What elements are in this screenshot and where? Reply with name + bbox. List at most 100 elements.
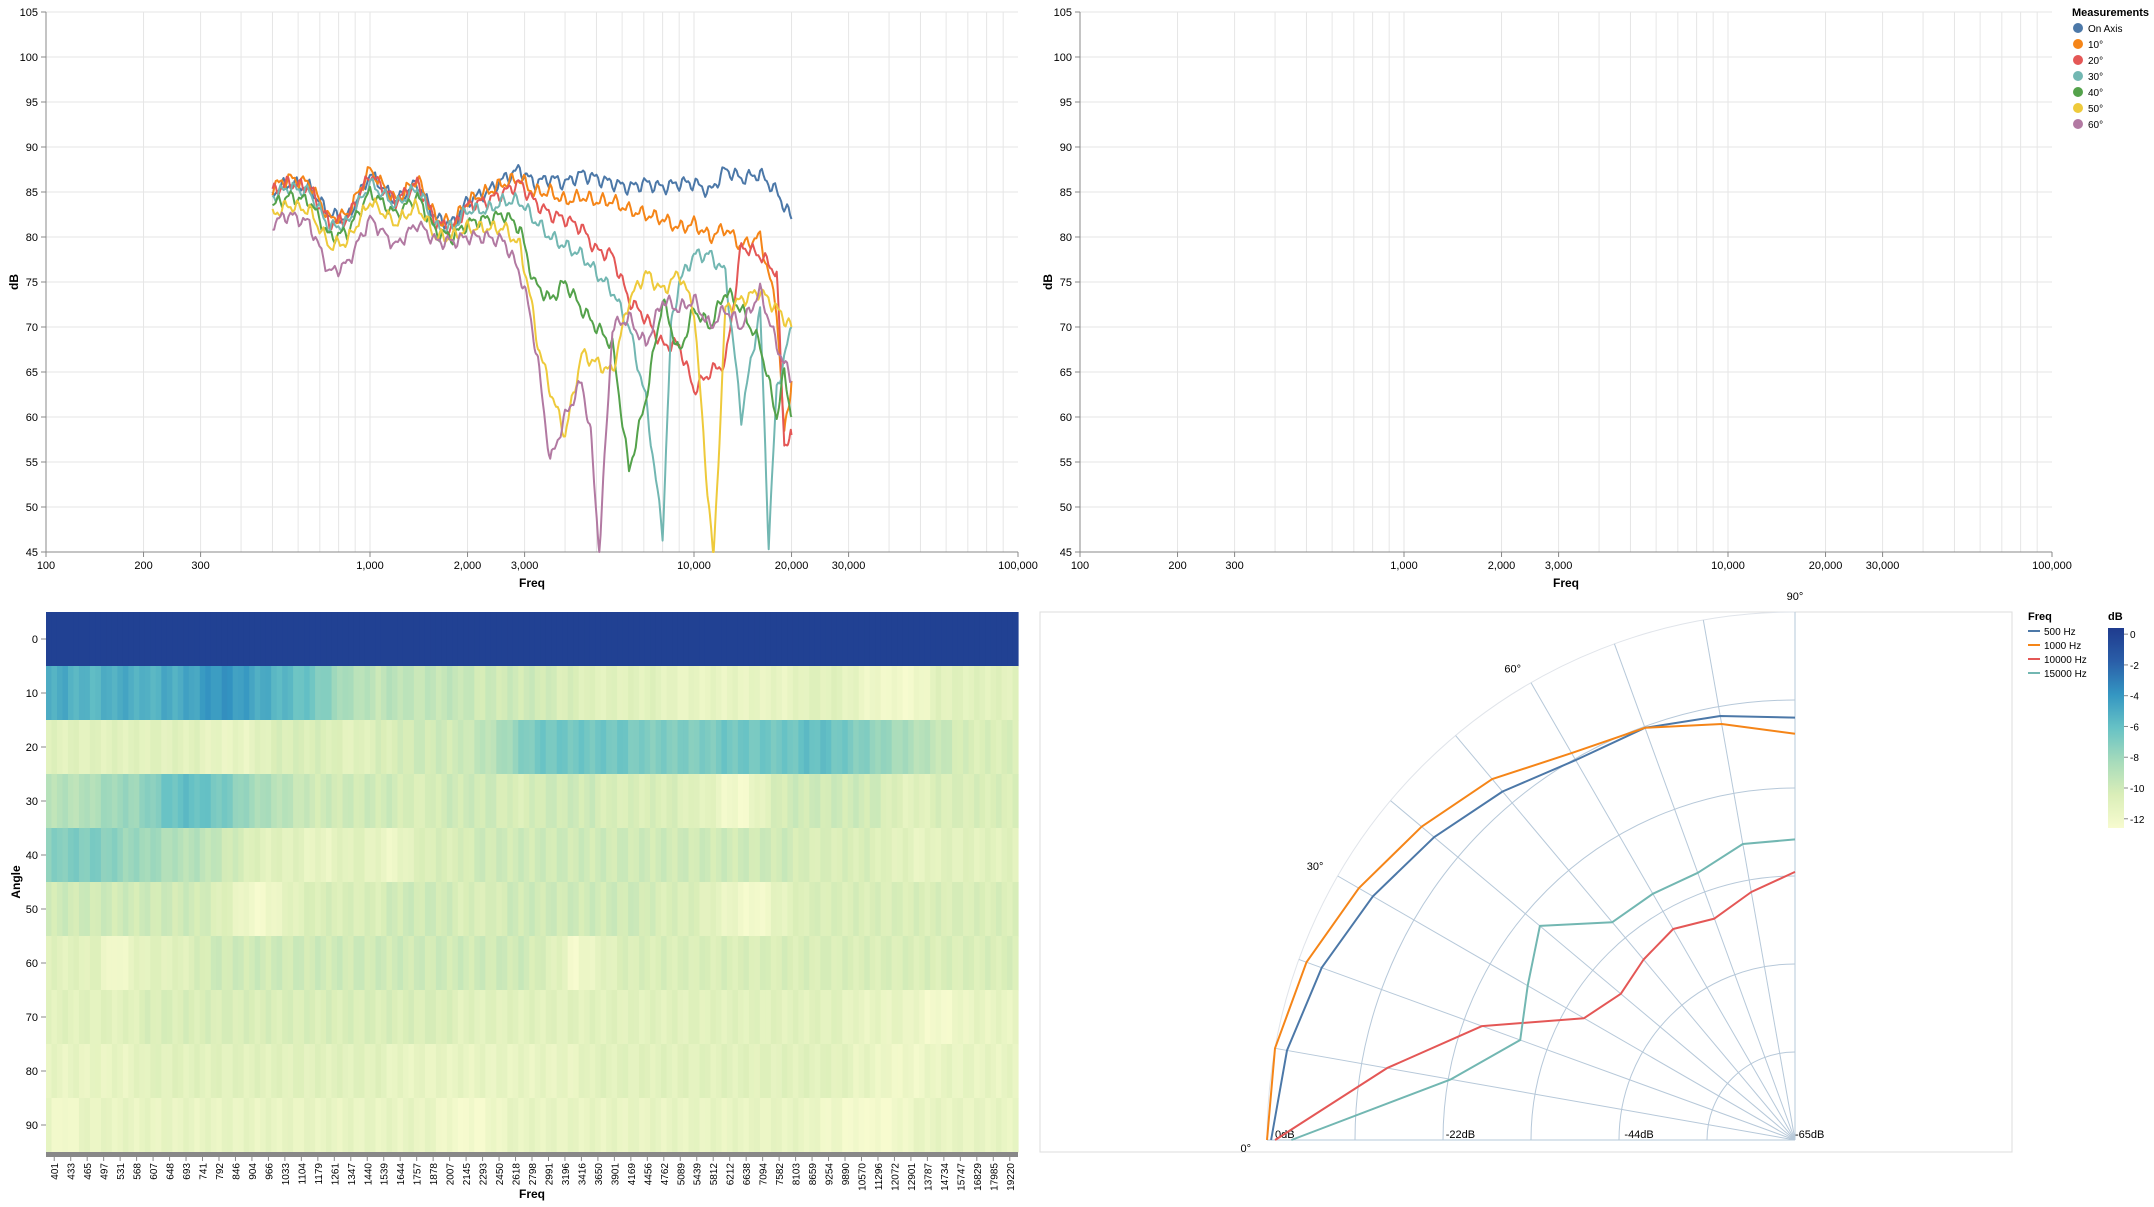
heatmap-cell	[781, 882, 788, 937]
y-tick-label: 50	[1060, 502, 1072, 514]
heatmap-cell	[271, 1044, 278, 1099]
heatmap-cell	[315, 666, 322, 721]
heatmap-cell	[606, 828, 613, 883]
heatmap-cell	[106, 774, 113, 829]
heatmap-cell	[95, 666, 102, 721]
y-tick-label: 80	[1060, 232, 1072, 244]
heatmap-cell	[891, 1098, 898, 1153]
heatmap-cell	[468, 720, 475, 775]
heatmap-cell	[567, 936, 574, 991]
heatmap-cell	[952, 612, 959, 667]
heatmap-cell	[205, 828, 212, 883]
heatmap-cell	[89, 666, 97, 721]
heatmap-cell	[183, 1044, 190, 1099]
heatmap-cell	[540, 882, 547, 937]
heatmap-cell	[430, 882, 437, 937]
y-tick-label: 60	[26, 958, 38, 970]
heatmap-cell	[446, 666, 453, 721]
heatmap-cell	[106, 1098, 113, 1153]
heatmap-cell	[551, 774, 558, 829]
heatmap-cell	[661, 774, 668, 829]
heatmap-cell	[408, 1044, 415, 1099]
x-tick-label: 1,000	[1390, 560, 1418, 572]
x-axis-title: Freq	[519, 576, 545, 590]
heatmap-cell	[715, 1098, 723, 1153]
heatmap-cell	[875, 828, 882, 883]
heatmap-cell	[391, 1098, 399, 1153]
heatmap-cell	[238, 774, 245, 829]
heatmap-cell	[78, 1044, 86, 1099]
series-line-3	[271, 177, 793, 551]
series-line-0	[271, 164, 793, 230]
heatmap-cell	[155, 936, 162, 991]
heatmap-cell	[199, 828, 206, 883]
heatmap-cell	[46, 612, 53, 667]
heatmap-cell	[688, 612, 695, 667]
heatmap-cell	[628, 720, 635, 775]
heatmap-cell	[56, 828, 64, 883]
heatmap-cell	[908, 990, 915, 1045]
heatmap-cell	[858, 936, 865, 991]
heatmap-cell	[847, 774, 854, 829]
x-tick-label: 100,000	[2032, 560, 2072, 572]
heatmap-cell	[166, 936, 173, 991]
heatmap-cell	[348, 612, 355, 667]
heatmap-cell	[353, 720, 360, 775]
heatmap-cell	[331, 1044, 338, 1099]
heatmap-cell	[650, 990, 657, 1045]
heatmap-cell	[556, 1044, 563, 1099]
heatmap-cell	[177, 666, 184, 721]
heatmap-cell	[875, 774, 882, 829]
heatmap-cell	[930, 990, 937, 1045]
heatmap-cell	[304, 828, 311, 883]
heatmap-cell	[633, 612, 640, 667]
heatmap-cell	[556, 1098, 563, 1153]
heatmap-cell	[287, 1098, 294, 1153]
legend-swatch	[2073, 39, 2083, 49]
legend-label: 60°	[2088, 120, 2103, 131]
heatmap-cell	[809, 612, 816, 667]
heatmap-cell	[375, 828, 382, 883]
heatmap-cell	[62, 882, 69, 937]
heatmap-cell	[304, 936, 311, 991]
heatmap-cell	[1007, 828, 1014, 883]
heatmap-cell	[194, 1098, 201, 1153]
heatmap-cell	[238, 882, 245, 937]
heatmap-cell	[446, 612, 453, 667]
heatmap-cell	[221, 612, 228, 667]
heatmap-cell	[562, 882, 569, 937]
heatmap-cell	[886, 612, 893, 667]
heatmap-cell	[628, 882, 635, 937]
heatmap-cell	[858, 990, 865, 1045]
heatmap-cell	[265, 1044, 272, 1099]
heatmap-cell	[573, 1098, 580, 1153]
heatmap-cell	[227, 666, 234, 721]
heatmap-cell	[326, 828, 333, 883]
heatmap-cell	[232, 720, 239, 775]
heatmap-cell	[249, 720, 256, 775]
heatmap-cell	[89, 990, 97, 1045]
heatmap-cell	[408, 612, 415, 667]
heatmap-cell	[770, 1098, 777, 1153]
heatmap-cell	[397, 882, 404, 937]
heatmap-cell	[617, 828, 624, 883]
x-tick-label: 2293	[479, 1163, 490, 1186]
heatmap-cell	[62, 936, 69, 991]
heatmap-cell	[704, 882, 712, 937]
heatmap-cell	[468, 666, 475, 721]
heatmap-cell	[304, 666, 311, 721]
heatmap-cell	[908, 1098, 915, 1153]
heatmap-cell	[913, 720, 920, 775]
heatmap-cell	[177, 990, 184, 1045]
heatmap-cell	[650, 828, 657, 883]
heatmap-cell	[847, 882, 854, 937]
y-tick-label: 85	[26, 187, 38, 199]
heatmap-cell	[100, 720, 108, 775]
heatmap-cell	[1012, 1044, 1019, 1099]
heatmap-cell	[128, 612, 135, 667]
heatmap-cell	[963, 990, 970, 1045]
heatmap-cell	[1007, 720, 1014, 775]
x-tick-label: 100	[1071, 560, 1089, 572]
heatmap-cell	[419, 1044, 426, 1099]
heatmap-cell	[683, 882, 690, 937]
